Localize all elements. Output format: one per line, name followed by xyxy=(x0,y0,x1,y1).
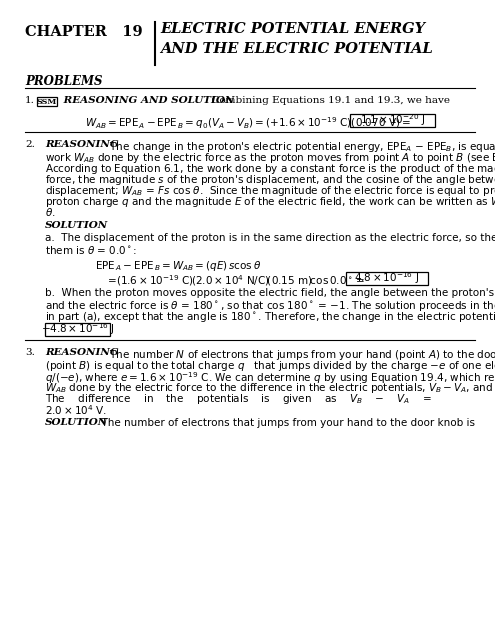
Text: The number $N$ of electrons that jumps from your hand (point $A$) to the door kn: The number $N$ of electrons that jumps f… xyxy=(103,348,495,362)
Text: b.  When the proton moves opposite the electric field, the angle between the pro: b. When the proton moves opposite the el… xyxy=(45,288,495,298)
Text: (point $B$) is equal to the total charge $q$   that jumps divided by the charge : (point $B$) is equal to the total charge… xyxy=(45,359,495,373)
Text: The    difference    in    the    potentials    is    given    as    $V_B$    $-: The difference in the potentials is give… xyxy=(45,392,432,406)
Text: The number of electrons that jumps from your hand to the door knob is: The number of electrons that jumps from … xyxy=(95,418,475,428)
Bar xyxy=(45,323,110,336)
Text: work $W_{AB}$ done by the electric force as the proton moves from point $A$ to p: work $W_{AB}$ done by the electric force… xyxy=(45,151,495,165)
Text: REASONING AND SOLUTION: REASONING AND SOLUTION xyxy=(60,96,234,105)
Text: displacement; $W_{AB}$ = $Fs$ cos $\theta$.  Since the magnitude of the electric: displacement; $W_{AB}$ = $Fs$ cos $\thet… xyxy=(45,184,495,198)
Text: According to Equation 6.1, the work done by a constant force is the product of t: According to Equation 6.1, the work done… xyxy=(45,162,495,176)
Text: $-4.8\times10^{-16}\ \mathrm{J}$: $-4.8\times10^{-16}\ \mathrm{J}$ xyxy=(41,321,114,337)
Text: $4.8\times10^{-16}\ \mathrm{J}$: $4.8\times10^{-16}\ \mathrm{J}$ xyxy=(354,271,420,286)
Text: them is $\theta$ = 0.0$^\circ$:: them is $\theta$ = 0.0$^\circ$: xyxy=(45,244,137,256)
Text: ELECTRIC POTENTIAL ENERGY: ELECTRIC POTENTIAL ENERGY xyxy=(160,22,425,36)
Text: CHAPTER   19: CHAPTER 19 xyxy=(25,25,143,39)
Text: $2.0\times10^4$ V.: $2.0\times10^4$ V. xyxy=(45,403,107,417)
Text: The change in the proton's electric potential energy, EPE$_A$ $-$ EPE$_B$, is eq: The change in the proton's electric pote… xyxy=(103,140,495,154)
Text: Combining Equations 19.1 and 19.3, we have: Combining Equations 19.1 and 19.3, we ha… xyxy=(205,96,450,105)
Text: $1.1\times10^{-20}\ \mathrm{J}$: $1.1\times10^{-20}\ \mathrm{J}$ xyxy=(360,113,425,129)
Text: $\theta$.: $\theta$. xyxy=(45,206,55,218)
Text: $W_{AB}$ done by the electric force to the difference in the electric potentials: $W_{AB}$ done by the electric force to t… xyxy=(45,381,495,395)
Text: 1.: 1. xyxy=(25,96,35,105)
Text: $\mathrm{EPE}_{\,A} - \mathrm{EPE}_{\,B} = W_{AB} = (qE)\,s\cos\theta$: $\mathrm{EPE}_{\,A} - \mathrm{EPE}_{\,B}… xyxy=(95,259,261,273)
Text: $W_{AB}=\mathrm{EPE}_{\,A}-\mathrm{EPE}_{\,B}=q_0(V_A-V_B)=(+1.6\times10^{-19}\ : $W_{AB}=\mathrm{EPE}_{\,A}-\mathrm{EPE}_… xyxy=(85,115,411,131)
Text: 3.: 3. xyxy=(25,348,35,357)
Text: $= \!\left(1.6\times10^{-19}\ \mathrm{C}\right)\!\left(2.0\times10^{4}\ \mathrm{: $= \!\left(1.6\times10^{-19}\ \mathrm{C}… xyxy=(105,273,365,288)
Text: a.  The displacement of the proton is in the same direction as the electric forc: a. The displacement of the proton is in … xyxy=(45,233,495,243)
Text: in part (a), except that the angle is 180$^\circ$. Therefore, the change in the : in part (a), except that the angle is 18… xyxy=(45,310,495,324)
Text: 2.: 2. xyxy=(25,140,35,149)
Text: SOLUTION: SOLUTION xyxy=(45,418,108,427)
Text: REASONING: REASONING xyxy=(45,348,119,357)
Text: PROBLEMS: PROBLEMS xyxy=(25,75,102,88)
Text: $q/(-e)$, where $e = 1.6\times10^{-19}$ C. We can determine $q$ by using Equatio: $q/(-e)$, where $e = 1.6\times10^{-19}$ … xyxy=(45,370,495,386)
Text: proton charge $q$ and the magnitude $E$ of the electric field, the work can be w: proton charge $q$ and the magnitude $E$ … xyxy=(45,195,495,209)
Bar xyxy=(350,114,435,127)
Text: and the electric force is $\theta$ = 180$^\circ$, so that cos 180$^\circ$ = $-$1: and the electric force is $\theta$ = 180… xyxy=(45,299,495,313)
Text: REASONING: REASONING xyxy=(45,140,119,149)
Bar xyxy=(346,272,428,285)
Text: SSM: SSM xyxy=(37,97,57,106)
Bar xyxy=(37,97,57,106)
Text: SOLUTION: SOLUTION xyxy=(45,221,108,230)
Text: AND THE ELECTRIC POTENTIAL: AND THE ELECTRIC POTENTIAL xyxy=(160,42,433,56)
Text: force, the magnitude $s$ of the proton's displacement, and the cosine of the ang: force, the magnitude $s$ of the proton's… xyxy=(45,173,495,187)
